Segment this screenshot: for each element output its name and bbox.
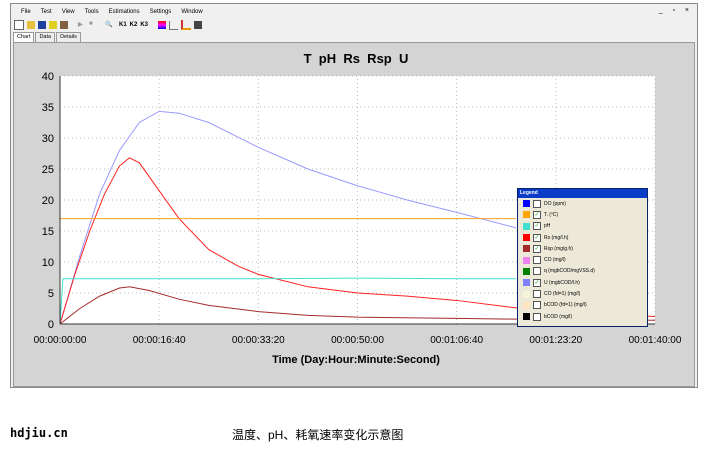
color-swatch [523, 222, 530, 230]
tools-icon[interactable] [60, 21, 68, 29]
series-line-rsp [59, 286, 656, 325]
menu-file[interactable]: File [21, 9, 31, 15]
axes-icon[interactable] [169, 20, 179, 30]
play-icon[interactable]: ▶ [78, 22, 83, 28]
legend-label: Rs (mg/l.h) [544, 234, 569, 241]
legend-checkbox[interactable]: ✓ [533, 278, 541, 287]
export-icon[interactable] [49, 21, 57, 29]
toolbar: ▶ ■ 🔍 K1 K2 K3 [11, 19, 697, 31]
legend-label: Rsp (mg/g.h) [544, 245, 573, 252]
legend-label: bCOD (mg/l) [544, 313, 573, 320]
color-swatch [523, 200, 530, 208]
x-tick-label: 00:01:40:00 [629, 335, 682, 346]
legend-checkbox[interactable]: ✓ [533, 244, 541, 253]
legend-item[interactable]: ✓ Rsp (mg/g.h) [518, 243, 647, 254]
legend-label: DO (ppm) [544, 200, 566, 207]
color-swatch [523, 313, 530, 321]
y-tick-label: 40 [42, 71, 54, 83]
menu-estimations[interactable]: Estimations [108, 9, 140, 15]
color-swatch [523, 290, 530, 298]
legend-label: T. (ºC) [544, 211, 559, 218]
legend-item[interactable]: ✓ T. (ºC) [518, 209, 647, 220]
k2-button[interactable]: K2 [129, 22, 138, 28]
x-tick-label: 00:01:06:40 [430, 335, 483, 346]
legend-checkbox[interactable] [533, 290, 541, 299]
legend-checkbox[interactable] [533, 312, 541, 321]
legend-checkbox[interactable] [533, 256, 541, 265]
window-controls[interactable]: _ ▫ × [658, 7, 693, 14]
menu-bar: File Test View Tools Estimations Settings Wind… [11, 6, 697, 18]
legend-label: CO (mg/l) [544, 257, 566, 264]
legend-panel[interactable]: Legend DO (ppm) ✓ T. (ºC) ✓ pH ✓ Rs (mg/l.h) ✓ R… [517, 188, 648, 327]
menu-window[interactable]: Window [181, 9, 203, 15]
x-tick-label: 00:00:33:20 [232, 335, 285, 346]
legend-label: U (mgbCOD/l.h) [544, 279, 580, 286]
color-swatch [523, 279, 530, 287]
y-tick-label: 25 [42, 164, 54, 176]
y-tick-label: 15 [42, 226, 54, 238]
legend-label: CO (fd=1) (mg/l) [544, 291, 581, 298]
stop-icon[interactable]: ■ [89, 21, 93, 27]
y-tick-label: 0 [48, 319, 54, 331]
legend-item[interactable]: CO (fd=1) (mg/l) [518, 288, 647, 299]
color-swatch [523, 234, 530, 242]
color-swatch [523, 211, 530, 219]
legend-label: pH [544, 223, 551, 230]
y-tick-label: 5 [48, 288, 54, 300]
tab-details[interactable]: Details [56, 32, 81, 42]
legend-item[interactable]: ✓ pH [518, 221, 647, 232]
legend-item[interactable]: ✓ Rs (mg/l.h) [518, 232, 647, 243]
color-swatch [523, 256, 530, 264]
x-tick-label: 00:00:00:00 [34, 335, 87, 346]
zoom-icon[interactable]: 🔍 [105, 22, 113, 28]
menu-view[interactable]: View [61, 9, 75, 15]
color-swatch [523, 301, 530, 309]
legend-label: q (mgbCOD/mgVSS.d) [544, 268, 595, 275]
legend-item[interactable]: q (mgbCOD/mgVSS.d) [518, 266, 647, 277]
y-tick-label: 30 [42, 133, 54, 145]
series-line-rs [59, 157, 656, 325]
legend-checkbox[interactable]: ✓ [533, 222, 541, 231]
legend-checkbox[interactable]: ✓ [533, 233, 541, 242]
tab-bar: Chart Data Details [13, 32, 82, 42]
new-icon[interactable] [14, 20, 24, 30]
chart-title: T pH Rs Rsp U [304, 51, 409, 66]
x-axis-label: Time (Day:Hour:Minute:Second) [272, 354, 440, 366]
series-line-u [59, 110, 517, 325]
legend-label: bCOD (fd=1) (mg/l) [544, 302, 587, 309]
x-tick-label: 00:00:50:00 [331, 335, 384, 346]
legend-checkbox[interactable] [533, 199, 541, 208]
legend-item[interactable]: bCOD (mg/l) [518, 311, 647, 322]
legend-item[interactable]: ✓ U (mgbCOD/l.h) [518, 277, 647, 288]
k1-button[interactable]: K1 [119, 22, 127, 28]
legend-item[interactable]: bCOD (fd=1) (mg/l) [518, 300, 647, 311]
series-line-ph [59, 277, 517, 325]
chart-icon[interactable] [181, 20, 192, 30]
y-tick-label: 10 [42, 257, 54, 269]
tab-data[interactable]: Data [35, 32, 56, 42]
caption: 温度、pH、耗氧速率变化示意图 [232, 428, 404, 442]
menu-tools[interactable]: Tools [84, 9, 99, 15]
x-tick-label: 00:00:16:40 [133, 335, 186, 346]
legend-checkbox[interactable] [533, 301, 541, 310]
menu-test[interactable]: Test [40, 9, 52, 15]
y-tick-label: 20 [42, 195, 54, 207]
legend-icon[interactable] [158, 21, 167, 29]
y-tick-label: 35 [42, 102, 54, 114]
k3-button[interactable]: K3 [140, 22, 149, 28]
legend-item[interactable]: CO (mg/l) [518, 254, 647, 265]
legend-checkbox[interactable]: ✓ [533, 210, 541, 219]
color-swatch [523, 245, 530, 253]
x-tick-label: 00:01:23:20 [529, 335, 582, 346]
open-icon[interactable] [27, 21, 35, 29]
legend-checkbox[interactable] [533, 267, 541, 276]
tab-chart[interactable]: Chart [13, 32, 35, 42]
site-label: hdjiu.cn [10, 426, 68, 440]
menu-settings[interactable]: Settings [149, 9, 172, 15]
save-icon[interactable] [38, 21, 46, 29]
color-swatch [523, 267, 530, 275]
image-icon[interactable] [194, 21, 203, 29]
legend-item[interactable]: DO (ppm) [518, 198, 647, 209]
legend-title: Legend [518, 189, 647, 198]
